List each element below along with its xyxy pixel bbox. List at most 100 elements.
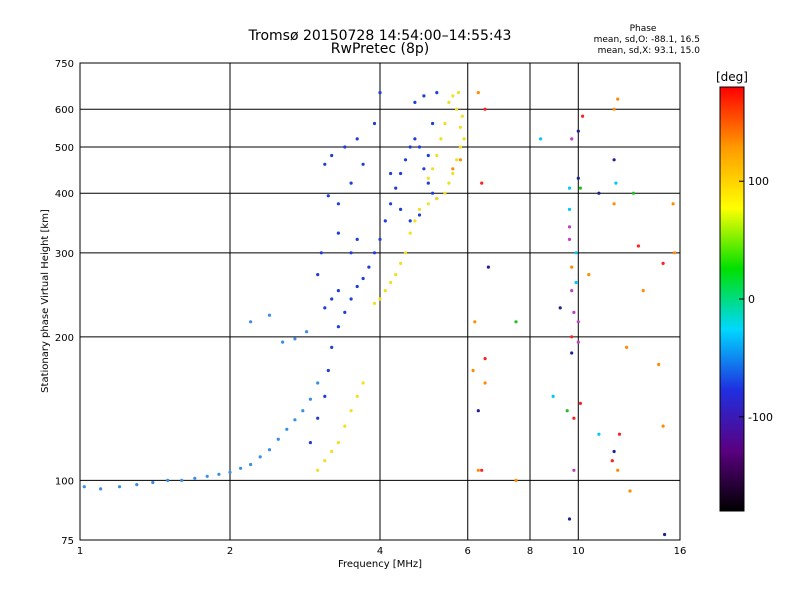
data-point — [597, 432, 601, 436]
data-point — [443, 121, 447, 126]
colorbar-ticks: 100 0 -100 — [739, 175, 773, 424]
x-tick-label: 6 — [465, 546, 471, 557]
data-point — [422, 167, 426, 171]
data-point — [570, 137, 574, 141]
data-point — [383, 219, 387, 223]
data-point — [439, 137, 443, 141]
data-point — [578, 186, 583, 190]
data-point — [570, 351, 574, 355]
data-point — [323, 394, 327, 398]
data-point — [663, 532, 667, 537]
data-point — [451, 171, 455, 176]
data-point — [372, 121, 377, 126]
data-point — [451, 94, 455, 98]
data-point — [612, 202, 616, 206]
data-point — [319, 251, 323, 255]
data-point — [361, 276, 365, 281]
data-point — [193, 476, 197, 480]
data-point — [336, 231, 340, 235]
data-point — [567, 207, 572, 211]
data-point — [389, 171, 393, 176]
data-point — [567, 517, 572, 521]
data-point — [355, 137, 359, 141]
data-point — [403, 251, 408, 255]
y-tick-label: 500 — [55, 143, 74, 154]
x-axis-label: Frequency [MHz] — [338, 559, 422, 570]
data-point — [456, 91, 461, 95]
data-point — [82, 485, 86, 489]
data-point — [378, 237, 382, 241]
data-point — [330, 449, 334, 454]
data-point — [447, 100, 451, 104]
data-point — [631, 191, 636, 195]
data-point — [349, 181, 353, 185]
data-point — [572, 310, 576, 314]
data-point — [343, 424, 347, 428]
data-point — [657, 362, 661, 367]
data-point — [483, 381, 487, 385]
data-point — [636, 244, 641, 248]
x-tick-label: 8 — [527, 546, 533, 557]
data-point — [565, 409, 569, 413]
data-point — [336, 325, 340, 329]
data-point — [570, 289, 574, 293]
data-point — [574, 251, 578, 255]
colorbar-tick-label: 100 — [748, 175, 769, 188]
data-point — [576, 129, 580, 133]
data-point — [612, 449, 616, 454]
data-point — [372, 251, 377, 255]
phase-stats-o: mean, sd,O: -88.1, 16.5 — [594, 35, 700, 45]
data-point — [661, 261, 665, 265]
x-tick-label: 2 — [227, 546, 233, 557]
data-point — [372, 301, 377, 305]
y-tick-label: 75 — [61, 536, 74, 547]
x-axis-ticks: 1 2 4 6 8 10 16 — [77, 546, 687, 557]
data-point — [570, 265, 574, 269]
data-point — [426, 176, 430, 180]
y-tick-label: 750 — [55, 59, 74, 70]
data-point — [570, 335, 574, 339]
data-point — [471, 368, 475, 373]
data-point — [308, 441, 312, 445]
data-point — [567, 237, 572, 241]
data-point — [355, 237, 359, 241]
data-point — [486, 265, 490, 269]
data-point — [661, 424, 665, 428]
data-point — [267, 448, 272, 452]
data-point — [383, 289, 387, 293]
y-axis-ticks: 75 100 200 300 400 500 600 750 — [55, 59, 74, 547]
data-point — [514, 320, 518, 324]
y-axis-label: Stationary phase Virtual Height [km] — [40, 209, 51, 393]
data-point — [443, 191, 447, 195]
data-point — [612, 158, 616, 162]
data-points — [82, 91, 677, 537]
data-point — [473, 320, 477, 324]
data-point — [205, 474, 209, 478]
data-point — [641, 289, 645, 293]
data-point — [217, 472, 221, 476]
data-point — [330, 153, 334, 158]
data-point — [458, 158, 462, 162]
data-point — [99, 487, 103, 491]
data-point — [483, 357, 487, 361]
data-point — [413, 100, 417, 104]
data-point — [135, 483, 139, 487]
data-point — [426, 181, 430, 185]
data-point — [308, 397, 312, 401]
data-point — [431, 121, 435, 126]
data-point — [326, 194, 330, 198]
data-point — [293, 418, 297, 422]
data-point — [435, 196, 439, 201]
y-tick-label: 100 — [55, 476, 74, 487]
data-point — [378, 91, 382, 95]
data-point — [480, 468, 484, 472]
data-point — [316, 416, 320, 420]
data-point — [355, 394, 359, 398]
data-point — [180, 478, 184, 482]
data-point — [166, 478, 170, 482]
data-point — [281, 340, 285, 344]
data-point — [330, 345, 334, 349]
data-point — [151, 480, 155, 485]
data-point — [572, 416, 576, 420]
